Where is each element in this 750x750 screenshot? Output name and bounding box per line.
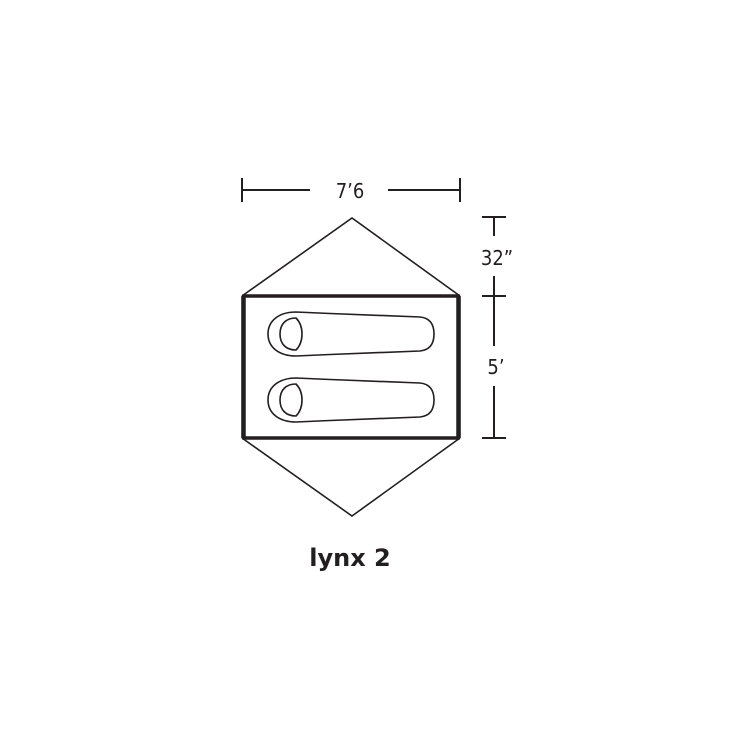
vestibule-label: 32” — [481, 246, 513, 270]
height-dimensions — [482, 216, 506, 439]
sleeping-bag-1 — [267, 311, 435, 357]
sleeping-bag-2-hood — [279, 383, 303, 417]
sleeping-bag-2-outline — [267, 377, 435, 423]
tent-floor — [242, 294, 460, 440]
width-dimension — [241, 178, 461, 202]
fly-outline — [241, 217, 461, 517]
top-vestibule — [241, 217, 461, 297]
bottom-vestibule — [241, 437, 461, 517]
product-title: lynx 2 — [309, 544, 391, 572]
floor-depth-label: 5’ — [487, 355, 504, 379]
width-label: 7’6 — [336, 179, 365, 203]
sleeping-bag-2 — [267, 377, 435, 423]
sleeping-bag-1-hood — [279, 317, 303, 351]
sleeping-bag-1-outline — [267, 311, 435, 357]
